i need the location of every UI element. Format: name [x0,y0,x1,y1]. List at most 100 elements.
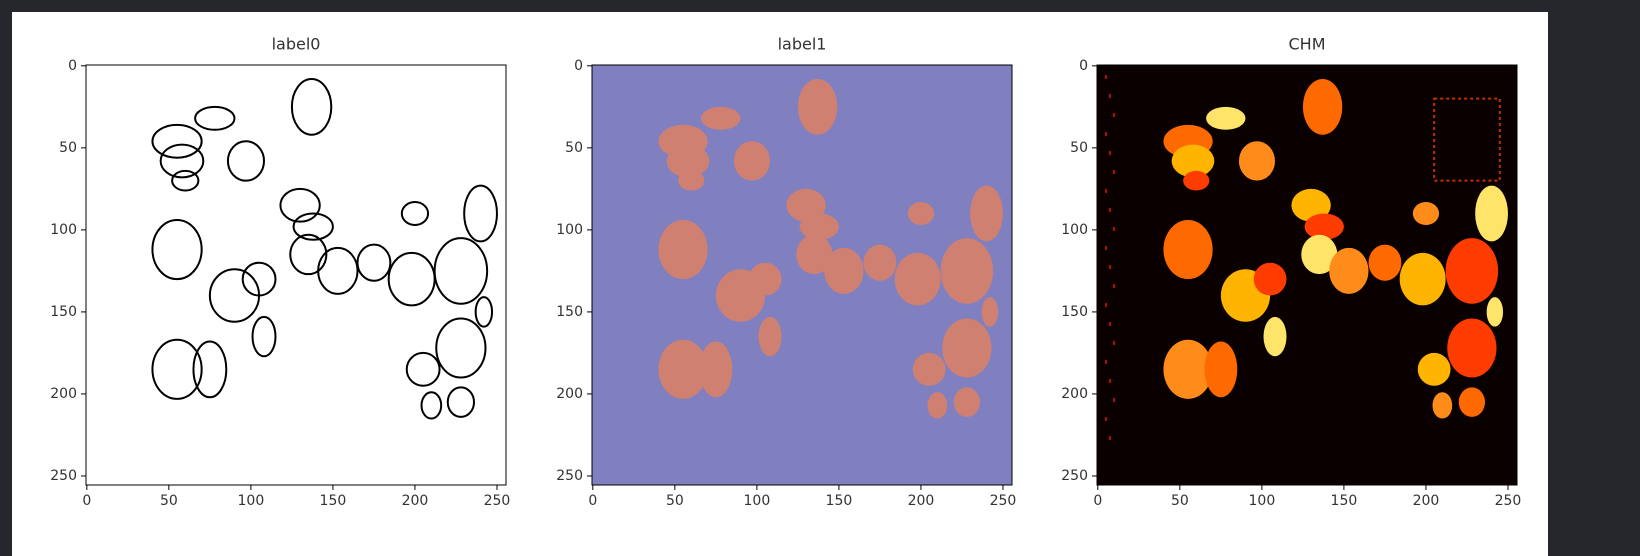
crown-height [1413,202,1439,225]
x-tick-label: 200 [1413,493,1440,509]
panel-title: label0 [272,35,321,54]
crown-height [1163,220,1212,279]
x-tick-label: 100 [744,493,771,509]
y-tick-label: 0 [574,58,583,74]
crown-height [1475,186,1508,242]
crown-height [1206,107,1245,130]
crown-height [1239,141,1275,180]
crown-height [1329,248,1368,294]
noise-dot [1109,94,1111,98]
y-tick-label: 100 [1061,222,1088,238]
noise-dot [1105,132,1107,136]
x-tick-label: 50 [1171,493,1189,509]
x-tick-label: 150 [320,493,347,509]
y-tick-label: 200 [1061,386,1088,402]
x-tick-label: 200 [402,493,429,509]
crown-height [1303,79,1342,135]
y-tick-label: 50 [565,140,583,156]
noise-dot [1113,284,1115,288]
noise-dot [1105,246,1107,250]
noise-dot [1109,208,1111,212]
y-tick-label: 50 [59,140,77,156]
x-tick-label: 100 [238,493,265,509]
y-tick-label: 200 [50,386,77,402]
y-tick-label: 0 [1079,58,1088,74]
crown-region [928,392,948,418]
y-tick-label: 150 [556,304,583,320]
x-tick-label: 150 [1331,493,1358,509]
y-tick-label: 0 [68,58,77,74]
crown-region [970,186,1003,242]
noise-dot [1113,341,1115,345]
crown-region [913,353,946,386]
noise-dot [1113,113,1115,117]
crown-region [908,202,934,225]
noise-dot [1105,75,1107,79]
x-tick-label: 0 [82,493,91,509]
y-tick-label: 100 [556,222,583,238]
panel: CHM 0 50 100 150 200 250 0 50 100 150 200 250 [1061,35,1521,510]
noise-dot [1113,170,1115,174]
crown-height [1459,387,1485,417]
crown-height [1446,238,1499,304]
crown-height [1254,263,1287,296]
x-tick-label: 50 [160,493,178,509]
y-tick-label: 150 [50,304,77,320]
noise-dot [1109,379,1111,383]
crown-region [941,238,994,304]
noise-dot [1109,151,1111,155]
noise-dot [1109,322,1111,326]
crown-height [1418,353,1451,386]
crown-region [759,317,782,356]
noise-dot [1109,436,1111,440]
noise-dot [1105,360,1107,364]
panel: label0 0 50 100 150 200 250 0 50 100 150 200 250 [50,35,510,510]
crown-region [942,318,991,377]
y-tick-label: 150 [1061,304,1088,320]
crown-region [699,341,732,397]
crown-height [1447,318,1496,377]
crown-region [734,141,770,180]
y-tick-label: 250 [1061,468,1088,484]
x-tick-label: 250 [990,493,1017,509]
noise-dot [1113,227,1115,231]
crown-region [824,248,863,294]
image-background [86,65,506,485]
x-tick-label: 0 [588,493,597,509]
crown-height [1183,171,1209,191]
crown-height [1433,392,1453,418]
crown-height [1487,297,1503,327]
x-tick-label: 0 [1093,493,1102,509]
x-tick-label: 50 [666,493,684,509]
panel-title: label1 [778,35,827,54]
noise-dot [1109,265,1111,269]
page: label0050100150200250050100150200250labe… [0,0,1640,556]
x-tick-label: 100 [1249,493,1276,509]
y-tick-label: 250 [50,468,77,484]
crown-region [658,220,707,279]
crown-region [749,263,782,296]
x-tick-label: 250 [1495,493,1522,509]
x-tick-label: 150 [826,493,853,509]
y-tick-label: 100 [50,222,77,238]
crown-region [895,253,941,306]
y-tick-label: 50 [1070,140,1088,156]
crown-region [798,79,837,135]
crown-region [701,107,740,130]
y-tick-label: 250 [556,468,583,484]
noise-dot [1105,417,1107,421]
noise-dot [1113,398,1115,402]
figure: label0050100150200250050100150200250labe… [0,0,1640,556]
panel-title: CHM [1288,35,1325,54]
crown-region [982,297,998,327]
noise-dot [1105,303,1107,307]
x-tick-label: 250 [484,493,511,509]
crown-height [1400,253,1446,306]
crown-height [1264,317,1287,356]
crown-region [954,387,980,417]
crown-region [864,245,897,281]
y-tick-label: 200 [556,386,583,402]
crown-height [1369,245,1402,281]
crown-region [678,171,704,191]
